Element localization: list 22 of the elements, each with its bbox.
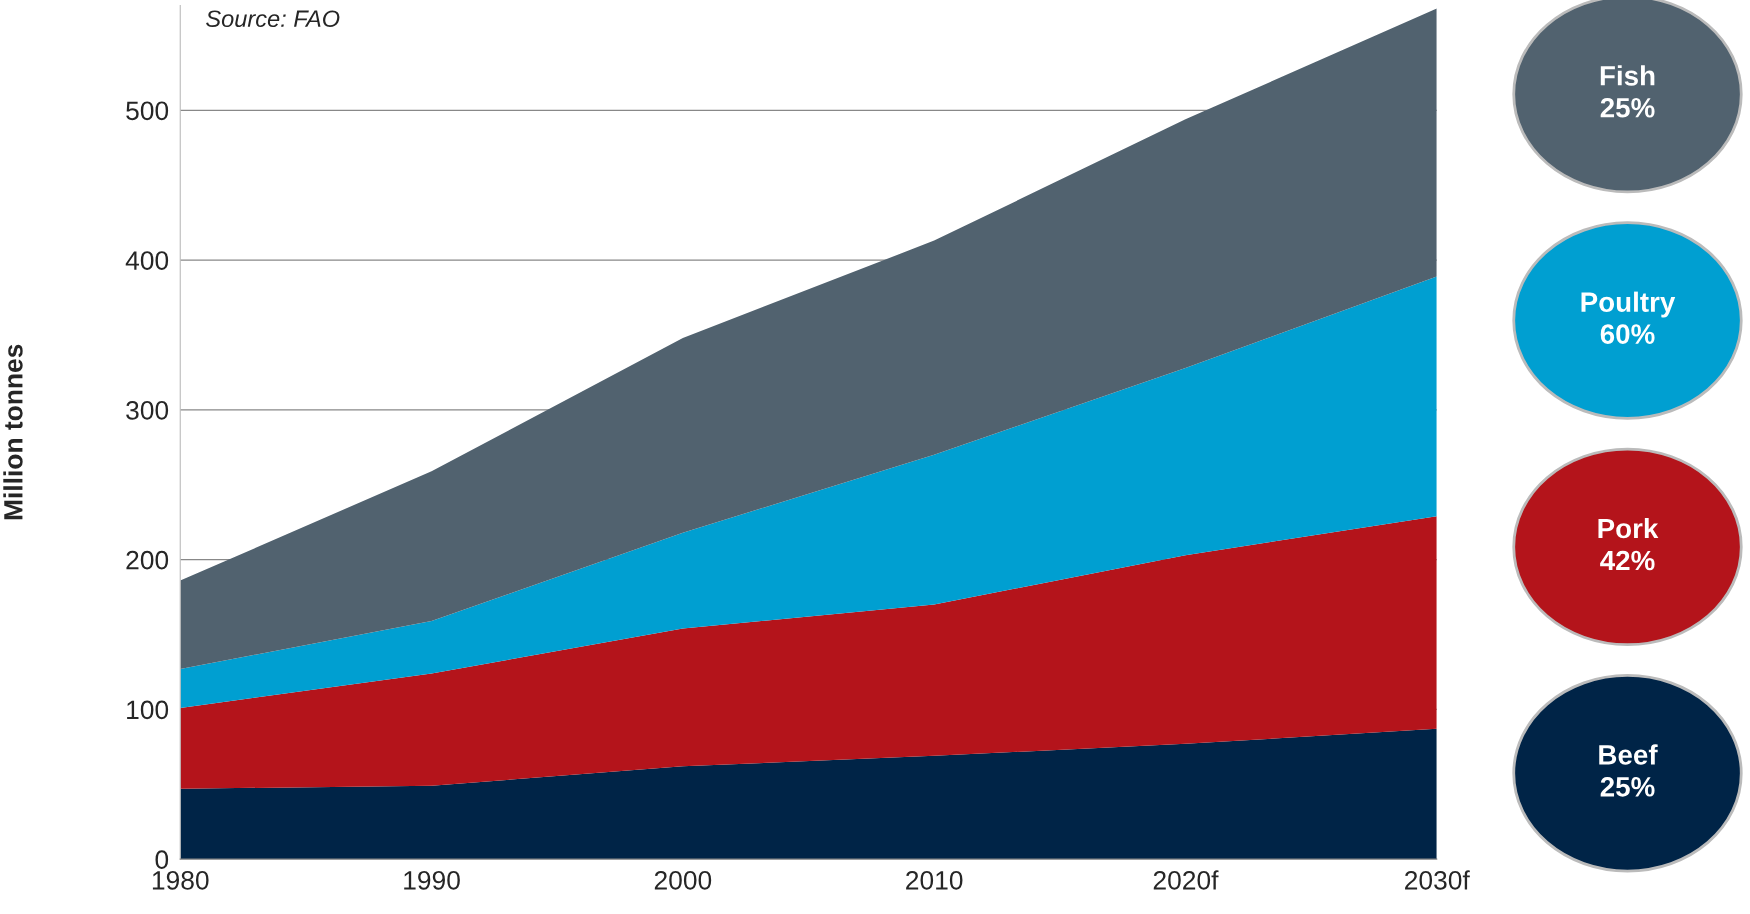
y-tick-label: 500 bbox=[126, 101, 169, 121]
text: 25% bbox=[1600, 777, 1655, 797]
text: 25% bbox=[1600, 97, 1655, 118]
y-tick-label: 200 bbox=[126, 550, 169, 570]
text: Beef bbox=[1599, 744, 1658, 765]
text: Pork bbox=[1598, 517, 1659, 539]
text: 42% bbox=[1600, 550, 1655, 571]
annotation: Source: FAO bbox=[206, 10, 340, 28]
y-tick-label: 0 bbox=[155, 850, 169, 869]
x-tick-label: 2020f bbox=[1153, 870, 1219, 890]
text: Poultry bbox=[1581, 291, 1676, 318]
y-axis-title: Million tonnes bbox=[3, 344, 23, 520]
y-tick-label: 100 bbox=[127, 700, 169, 720]
text: Fish bbox=[1600, 65, 1655, 86]
text: 60% bbox=[1600, 324, 1655, 344]
x-tick-label: 2010 bbox=[906, 870, 963, 890]
x-tick-label: 1990 bbox=[404, 870, 460, 890]
y-tick-label: 400 bbox=[125, 251, 169, 270]
x-tick-label: 2030f bbox=[1405, 870, 1470, 890]
y-tick-label: 300 bbox=[126, 400, 169, 420]
x-tick-label: 1980 bbox=[152, 870, 209, 890]
x-tick-label: 2000 bbox=[654, 870, 712, 890]
